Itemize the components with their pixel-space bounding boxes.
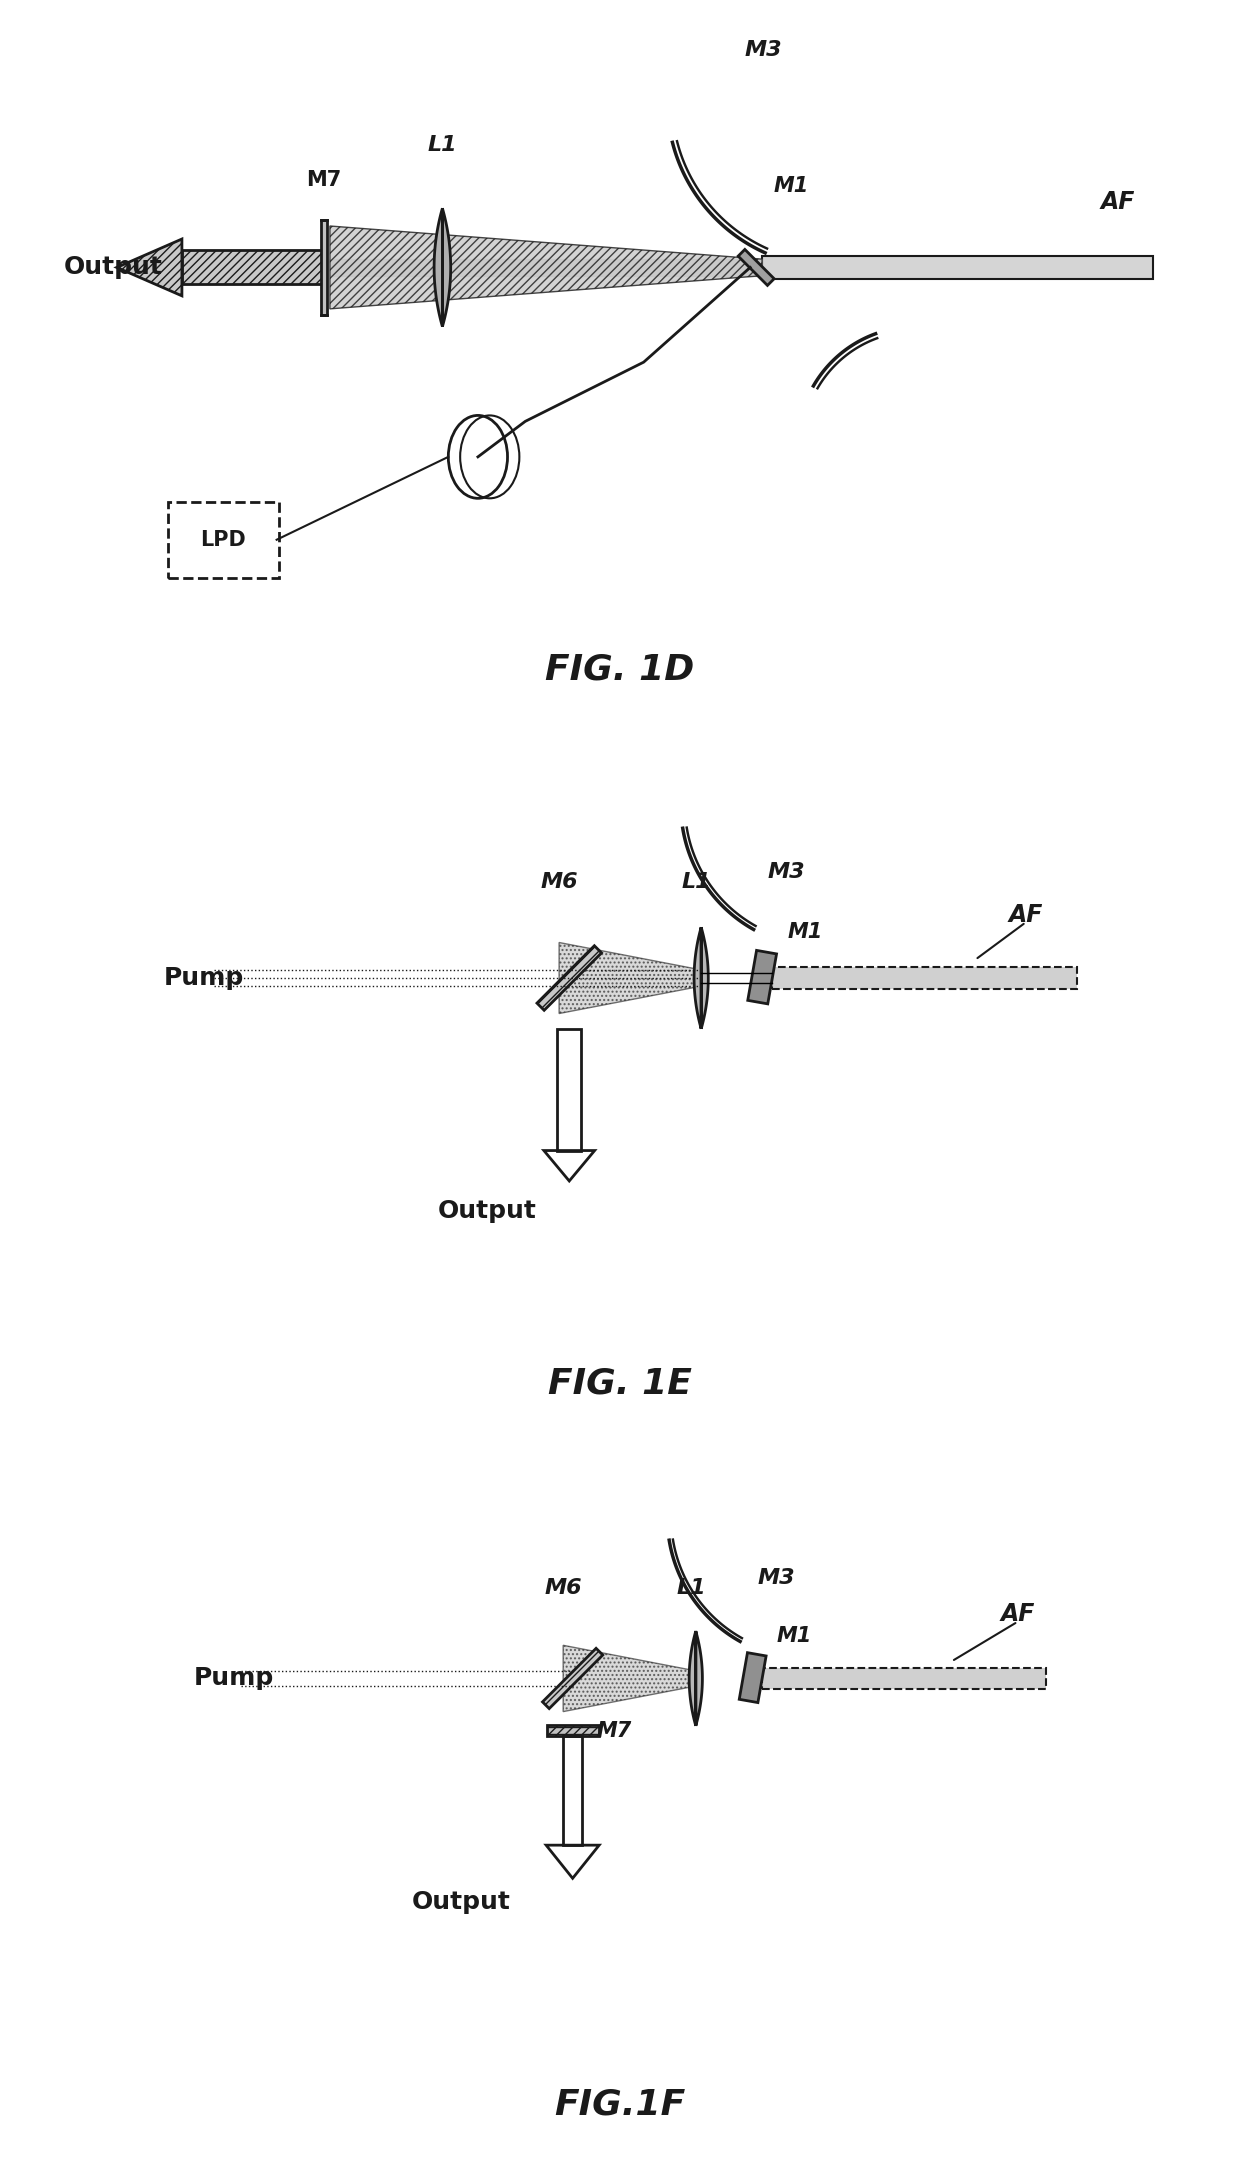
Polygon shape [748, 950, 776, 1004]
Polygon shape [689, 1630, 702, 1725]
Polygon shape [117, 240, 182, 296]
Polygon shape [434, 207, 450, 326]
Text: Output: Output [412, 1889, 511, 1915]
Text: M3: M3 [758, 1567, 795, 1589]
Text: M3: M3 [768, 861, 805, 881]
Text: M3: M3 [744, 41, 782, 60]
Text: LPD: LPD [201, 529, 247, 551]
Text: M6: M6 [541, 872, 578, 892]
Polygon shape [738, 250, 774, 285]
Text: L1: L1 [676, 1578, 706, 1598]
Text: M1: M1 [787, 922, 822, 941]
Text: M6: M6 [544, 1578, 582, 1598]
Polygon shape [182, 250, 324, 285]
Text: M1: M1 [776, 1626, 811, 1645]
Text: M1: M1 [774, 177, 810, 196]
FancyBboxPatch shape [773, 967, 1076, 989]
Text: AF: AF [1001, 1602, 1035, 1626]
Text: Output: Output [438, 1200, 536, 1224]
Text: FIG.1F: FIG.1F [554, 2088, 686, 2122]
Text: M7: M7 [596, 1721, 631, 1740]
Polygon shape [739, 1652, 766, 1703]
Text: AF: AF [1009, 902, 1043, 926]
Text: Pump: Pump [193, 1667, 274, 1690]
Text: AF: AF [1100, 190, 1135, 214]
Polygon shape [559, 943, 701, 1013]
Polygon shape [537, 946, 601, 1010]
Polygon shape [542, 1647, 603, 1708]
Text: FIG. 1D: FIG. 1D [546, 652, 694, 687]
Text: M7: M7 [306, 171, 342, 190]
FancyBboxPatch shape [167, 501, 279, 579]
Polygon shape [694, 926, 708, 1028]
Polygon shape [330, 227, 763, 309]
FancyBboxPatch shape [547, 1725, 599, 1736]
Text: Output: Output [63, 255, 162, 279]
Polygon shape [321, 220, 327, 315]
Polygon shape [563, 1645, 696, 1712]
FancyBboxPatch shape [763, 255, 1153, 279]
FancyBboxPatch shape [763, 1669, 1047, 1688]
Text: Pump: Pump [164, 965, 243, 991]
Text: FIG. 1E: FIG. 1E [548, 1367, 692, 1401]
Text: L1: L1 [681, 872, 711, 892]
Text: L1: L1 [428, 136, 458, 155]
